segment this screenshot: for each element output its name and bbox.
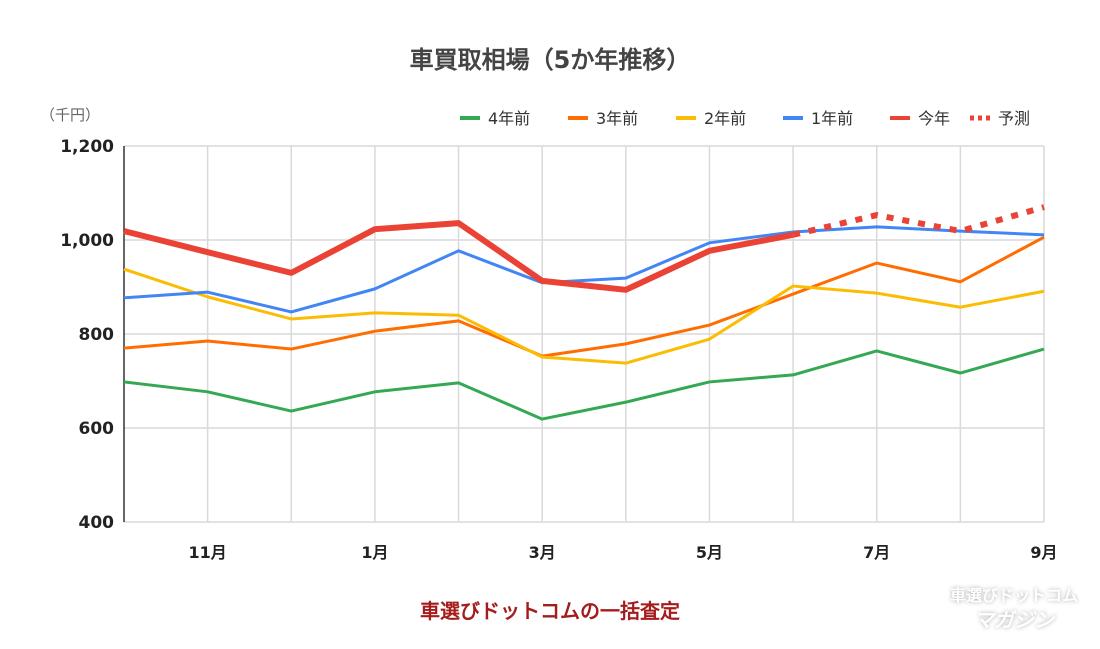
legend-label: 1年前	[811, 109, 853, 128]
legend-label: 2年前	[704, 109, 746, 128]
series-line-4年前	[123, 347, 1045, 421]
x-tick-label: 1月	[361, 543, 388, 562]
x-tick-label: 5月	[696, 543, 723, 562]
y-tick-label: 600	[79, 419, 115, 439]
y-tick-label: 1,200	[60, 137, 114, 157]
y-tick-label: 400	[79, 513, 115, 533]
source-label: 車選びドットコムの一括査定	[420, 599, 680, 623]
y-axis-unit: （千円）	[40, 106, 101, 124]
chart-title: 車買取相場（5か年推移）	[409, 46, 691, 74]
x-tick-label: 7月	[863, 543, 890, 562]
legend-label: 3年前	[596, 109, 638, 128]
legend-label: 4年前	[488, 109, 530, 128]
series-line-1年前	[123, 225, 1045, 314]
x-tick-label: 3月	[529, 543, 556, 562]
y-tick-label: 1,000	[60, 231, 114, 251]
y-tick-label: 800	[79, 325, 115, 345]
watermark-logo: 車選びドットコム マガジン	[950, 584, 1078, 632]
logo-line1: 車選びドットコム	[950, 586, 1079, 605]
series-line-今年	[123, 220, 794, 293]
series-line-3年前	[123, 235, 1045, 358]
legend-label: 今年	[918, 109, 950, 128]
series-line-予測	[792, 204, 1045, 238]
logo-line2: マガジン	[974, 608, 1054, 632]
legend-label: 予測	[998, 109, 1030, 128]
series-line-2年前	[123, 267, 1045, 365]
x-tick-label: 9月	[1030, 543, 1057, 562]
x-tick-label: 11月	[188, 543, 226, 562]
